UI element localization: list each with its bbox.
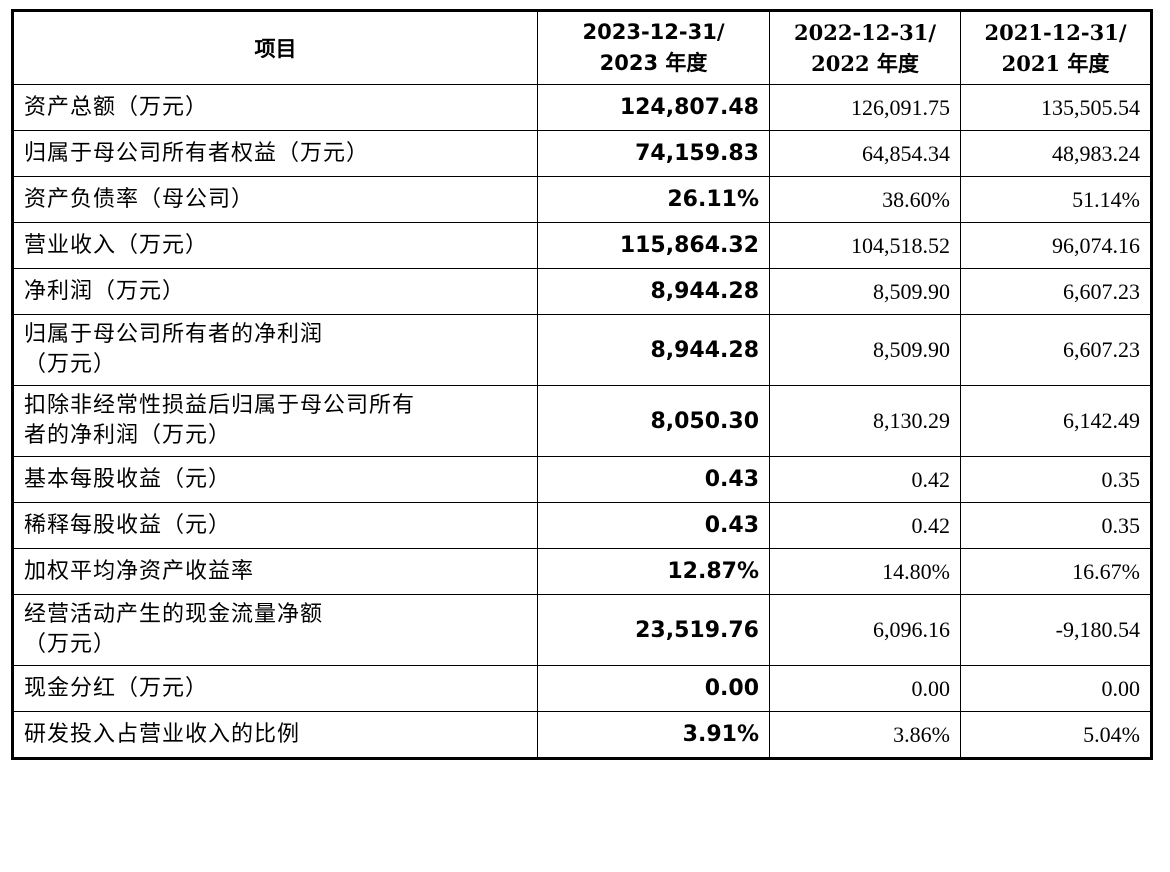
header-item: 项目 — [12, 10, 538, 85]
table-row-diluted-eps: 稀释每股收益（元） 0.43 0.42 0.35 — [12, 502, 1152, 549]
value-2022: 126,091.75 — [769, 84, 961, 131]
financial-summary-table: 项目 2023-12-31/ 2023 年度 2022-12-31/ 2022 … — [11, 9, 1153, 760]
table-row-deducted-net-profit: 扣除非经常性损益后归属于母公司所有 者的净利润（万元） 8,050.30 8,1… — [12, 385, 1152, 457]
value-2022: 38.60% — [769, 176, 961, 223]
row-label: 加权平均净资产收益率 — [12, 548, 538, 595]
row-label: 经营活动产生的现金流量净额 （万元） — [12, 594, 538, 666]
value-2022: 8,509.90 — [769, 268, 961, 315]
value-2022: 8,509.90 — [769, 314, 961, 386]
value-2023: 8,944.28 — [537, 314, 770, 386]
value-2021: 51.14% — [960, 176, 1152, 223]
table-row-net-profit: 净利润（万元） 8,944.28 8,509.90 6,607.23 — [12, 268, 1152, 315]
table-row-rd-ratio: 研发投入占营业收入的比例 3.91% 3.86% 5.04% — [12, 711, 1152, 759]
table-row-roe: 加权平均净资产收益率 12.87% 14.80% 16.67% — [12, 548, 1152, 595]
row-label: 归属于母公司所有者权益（万元） — [12, 130, 538, 177]
value-2022: 14.80% — [769, 548, 961, 595]
value-2023: 0.43 — [537, 502, 770, 549]
row-label: 资产总额（万元） — [12, 84, 538, 131]
value-2021: 6,607.23 — [960, 268, 1152, 315]
value-2022: 0.42 — [769, 456, 961, 503]
value-2023: 74,159.83 — [537, 130, 770, 177]
row-label-line1: 归属于母公司所有者的净利润 — [24, 322, 324, 347]
table-row-debt-ratio: 资产负债率（母公司） 26.11% 38.60% 51.14% — [12, 176, 1152, 223]
table-row-parent-net-profit: 归属于母公司所有者的净利润 （万元） 8,944.28 8,509.90 6,6… — [12, 314, 1152, 386]
value-2023: 26.11% — [537, 176, 770, 223]
value-2023: 12.87% — [537, 548, 770, 595]
table-row-parent-equity: 归属于母公司所有者权益（万元） 74,159.83 64,854.34 48,9… — [12, 130, 1152, 177]
value-2021: -9,180.54 — [960, 594, 1152, 666]
row-label-line1: 经营活动产生的现金流量净额 — [24, 602, 324, 627]
header-2021: 2021-12-31/ 2021 年度 — [960, 10, 1152, 85]
value-2022: 64,854.34 — [769, 130, 961, 177]
row-label: 研发投入占营业收入的比例 — [12, 711, 538, 759]
table-row-operating-cash-flow: 经营活动产生的现金流量净额 （万元） 23,519.76 6,096.16 -9… — [12, 594, 1152, 666]
row-label-line2: 者的净利润（万元） — [24, 423, 232, 448]
value-2022: 8,130.29 — [769, 385, 961, 457]
row-label: 现金分红（万元） — [12, 665, 538, 712]
value-2021: 135,505.54 — [960, 84, 1152, 131]
value-2021: 6,607.23 — [960, 314, 1152, 386]
value-2022: 0.42 — [769, 502, 961, 549]
header-row: 项目 2023-12-31/ 2023 年度 2022-12-31/ 2022 … — [12, 10, 1152, 85]
row-label: 营业收入（万元） — [12, 222, 538, 269]
value-2021: 6,142.49 — [960, 385, 1152, 457]
row-label: 归属于母公司所有者的净利润 （万元） — [12, 314, 538, 386]
row-label: 基本每股收益（元） — [12, 456, 538, 503]
value-2022: 6,096.16 — [769, 594, 961, 666]
value-2023: 0.00 — [537, 665, 770, 712]
row-label: 净利润（万元） — [12, 268, 538, 315]
value-2023: 23,519.76 — [537, 594, 770, 666]
table-row-cash-dividend: 现金分红（万元） 0.00 0.00 0.00 — [12, 665, 1152, 712]
value-2022: 104,518.52 — [769, 222, 961, 269]
value-2023: 115,864.32 — [537, 222, 770, 269]
value-2023: 3.91% — [537, 711, 770, 759]
value-2021: 96,074.16 — [960, 222, 1152, 269]
row-label: 资产负债率（母公司） — [12, 176, 538, 223]
value-2021: 48,983.24 — [960, 130, 1152, 177]
table-row-basic-eps: 基本每股收益（元） 0.43 0.42 0.35 — [12, 456, 1152, 503]
value-2021: 0.35 — [960, 502, 1152, 549]
value-2023: 124,807.48 — [537, 84, 770, 131]
table-row-total-assets: 资产总额（万元） 124,807.48 126,091.75 135,505.5… — [12, 84, 1152, 131]
value-2021: 16.67% — [960, 548, 1152, 595]
row-label: 扣除非经常性损益后归属于母公司所有 者的净利润（万元） — [12, 385, 538, 457]
row-label-line2: （万元） — [24, 632, 117, 657]
header-2023: 2023-12-31/ 2023 年度 — [537, 10, 770, 85]
value-2023: 8,944.28 — [537, 268, 770, 315]
table-row-revenue: 营业收入（万元） 115,864.32 104,518.52 96,074.16 — [12, 222, 1152, 269]
value-2023: 8,050.30 — [537, 385, 770, 457]
row-label-line2: （万元） — [24, 352, 117, 377]
row-label: 稀释每股收益（元） — [12, 502, 538, 549]
value-2022: 3.86% — [769, 711, 961, 759]
value-2021: 0.00 — [960, 665, 1152, 712]
value-2021: 0.35 — [960, 456, 1152, 503]
value-2023: 0.43 — [537, 456, 770, 503]
row-label-line1: 扣除非经常性损益后归属于母公司所有 — [24, 393, 416, 418]
value-2021: 5.04% — [960, 711, 1152, 759]
header-2022: 2022-12-31/ 2022 年度 — [769, 10, 961, 85]
value-2022: 0.00 — [769, 665, 961, 712]
